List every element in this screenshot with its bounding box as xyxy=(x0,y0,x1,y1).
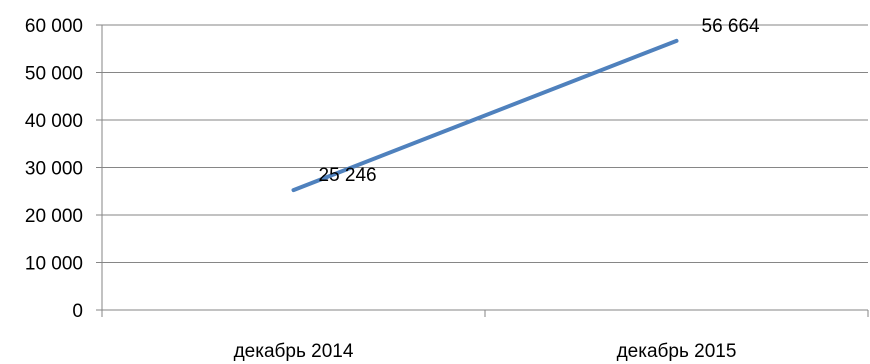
y-tick-label: 50 000 xyxy=(25,64,83,85)
data-labels: 25 246 56 664 xyxy=(319,16,761,186)
x-tick-label: декабрь 2014 xyxy=(234,341,354,362)
y-tick-label: 30 000 xyxy=(25,159,83,180)
y-axis-tick-labels: 0 10 000 20 000 30 000 40 000 50 000 60 000 xyxy=(25,16,102,322)
y-tick-label: 40 000 xyxy=(25,111,83,132)
y-tick-label: 0 xyxy=(72,301,83,322)
x-axis: декабрь 2014 декабрь 2015 xyxy=(96,25,869,362)
data-label: 25 246 xyxy=(319,165,377,186)
y-tick-label: 10 000 xyxy=(25,254,83,275)
data-label: 56 664 xyxy=(702,16,761,37)
x-tick-label: декабрь 2015 xyxy=(617,341,737,362)
series-line xyxy=(291,38,679,193)
gridlines xyxy=(102,24,868,263)
y-tick-label: 60 000 xyxy=(25,16,83,37)
y-tick-label: 20 000 xyxy=(25,206,83,227)
series-layer xyxy=(291,38,679,193)
